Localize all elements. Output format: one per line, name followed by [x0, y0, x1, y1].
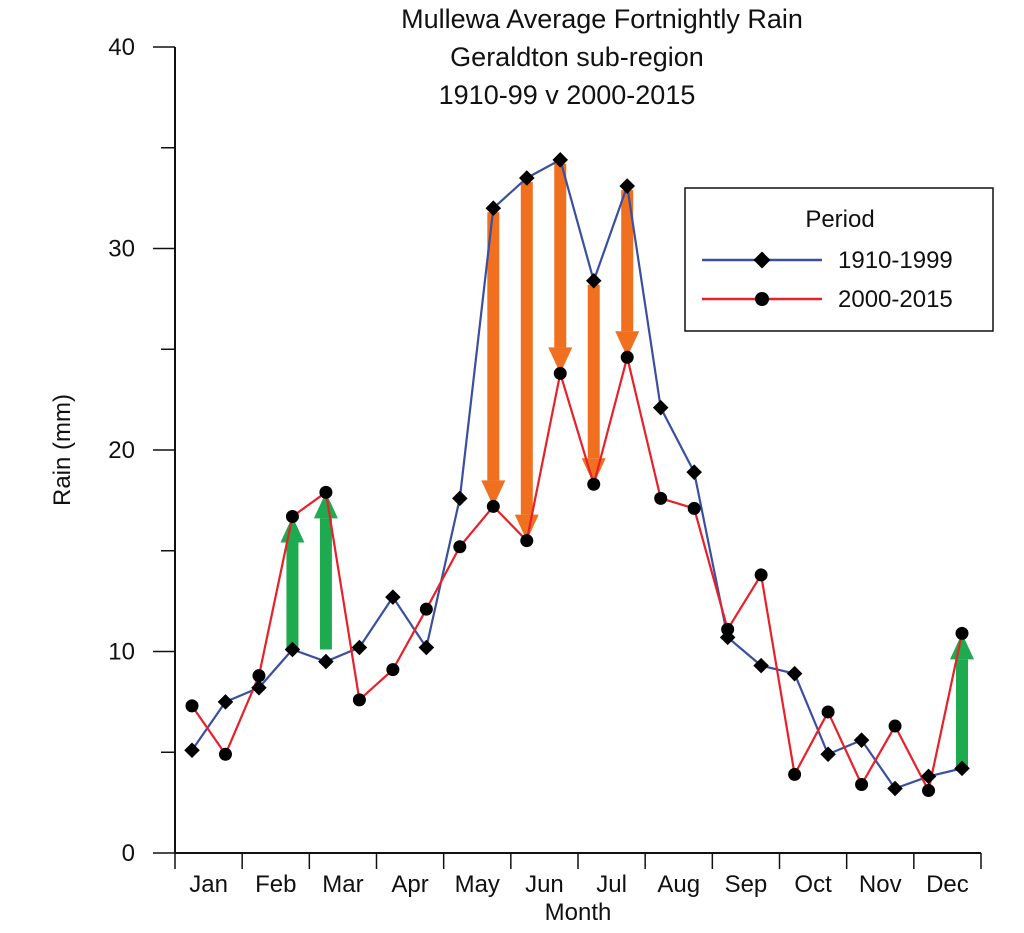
y-axis-label: Rain (mm) [49, 394, 76, 506]
change-arrow-down [615, 190, 640, 358]
x-tick-label-oct: Oct [794, 871, 832, 898]
arrow-head [313, 492, 338, 519]
y-tick-label: 40 [108, 34, 135, 61]
data-point-2000-2015 [888, 719, 902, 733]
legend-title: Period [805, 206, 874, 233]
arrow-head [280, 516, 305, 543]
data-point-1910-1999 [853, 732, 870, 748]
data-point-2000-2015 [520, 534, 534, 548]
change-arrow-down [514, 182, 539, 541]
x-tick-label-jun: Jun [525, 871, 564, 898]
data-point-2000-2015 [386, 663, 400, 677]
arrow-head [548, 347, 573, 374]
chart-title-line-3: 1910-99 v 2000-2015 [439, 80, 696, 110]
arrow-shaft [621, 190, 634, 332]
data-point-2000-2015 [721, 622, 735, 636]
change-arrow-down [548, 163, 573, 374]
chart-title-line-1: Mullewa Average Fortnightly Rain [401, 4, 803, 34]
data-point-1910-1999 [954, 760, 970, 777]
data-point-1910-1999 [619, 178, 635, 194]
x-tick-label-feb: Feb [255, 871, 296, 898]
x-tick-label-dec: Dec [926, 871, 969, 898]
x-tick-label-nov: Nov [859, 871, 902, 898]
data-point-1910-1999 [385, 589, 401, 605]
data-point-2000-2015 [687, 501, 701, 515]
change-arrow-down [481, 212, 506, 507]
data-point-2000-2015 [788, 767, 802, 781]
arrow-shaft [319, 518, 332, 650]
series-line-2000-2015 [191, 356, 964, 792]
arrow-head [514, 514, 539, 541]
x-tick-label-jul: Jul [596, 871, 627, 898]
x-tick-label-sep: Sep [725, 871, 768, 898]
data-point-1910-1999 [652, 399, 669, 416]
arrow-head [615, 331, 640, 358]
y-tick-label: 10 [108, 639, 135, 666]
data-point-2000-2015 [319, 485, 333, 499]
change-arrow-up [280, 516, 305, 650]
data-point-2000-2015 [587, 477, 601, 491]
change-arrow-up [950, 633, 974, 769]
legend: Period 1910-1999 2000-2015 [684, 187, 994, 332]
y-tick-label: 30 [108, 236, 135, 263]
change-arrow-up [313, 492, 338, 650]
y-tick-label: 20 [108, 437, 135, 464]
legend-marker-circle [755, 292, 769, 306]
data-point-2000-2015 [285, 509, 299, 523]
data-point-1910-1999 [485, 200, 502, 216]
data-point-1910-1999 [184, 742, 200, 759]
data-point-1910-1999 [820, 746, 836, 763]
data-point-2000-2015 [218, 747, 232, 761]
data-point-2000-2015 [185, 699, 199, 713]
data-point-2000-2015 [553, 366, 567, 380]
arrow-shaft [286, 542, 299, 650]
legend-marker-diamond [753, 251, 771, 269]
arrow-shaft [520, 182, 533, 515]
data-point-2000-2015 [486, 499, 500, 513]
data-point-2000-2015 [620, 350, 634, 364]
data-point-1910-1999 [753, 657, 769, 674]
data-point-2000-2015 [855, 777, 869, 791]
axes: 0 10 20 30 40 Jan Feb Mar Apr May Jun Jul Aug Sep Oct N… [108, 34, 982, 898]
data-point-2000-2015 [453, 540, 467, 554]
x-tick-label-jan: Jan [189, 871, 228, 898]
chart-title-line-2: Geraldton sub-region [450, 42, 704, 72]
data-point-1910-1999 [519, 170, 535, 186]
data-point-1910-1999 [351, 639, 368, 656]
x-tick-label-aug: Aug [657, 871, 700, 898]
arrow-shaft [554, 163, 567, 348]
data-point-2000-2015 [352, 693, 366, 707]
arrow-shaft [487, 212, 500, 481]
data-point-1910-1999 [887, 780, 903, 797]
data-point-1910-1999 [920, 768, 937, 785]
data-point-1910-1999 [318, 653, 334, 670]
y-tick-label: 0 [122, 840, 135, 867]
x-tick-label-may: May [455, 871, 500, 898]
data-point-2000-2015 [821, 705, 835, 719]
x-tick-label-apr: Apr [391, 871, 428, 898]
data-point-1910-1999 [452, 490, 468, 507]
data-point-2000-2015 [252, 669, 266, 683]
data-point-2000-2015 [955, 626, 969, 640]
legend-label-1910-1999: 1910-1999 [838, 247, 953, 274]
data-point-1910-1999 [217, 694, 234, 710]
x-tick-label-mar: Mar [322, 871, 363, 898]
data-point-1910-1999 [786, 665, 803, 682]
arrow-head [950, 633, 974, 660]
arrow-head [481, 480, 506, 507]
change-arrows [280, 163, 974, 769]
x-axis-label: Month [545, 899, 612, 926]
data-point-1910-1999 [552, 152, 569, 168]
arrow-shaft [956, 659, 968, 769]
data-point-2000-2015 [419, 602, 433, 616]
data-point-2000-2015 [654, 491, 668, 505]
legend-label-2000-2015: 2000-2015 [838, 286, 953, 313]
data-point-1910-1999 [686, 464, 702, 480]
data-point-2000-2015 [754, 568, 768, 582]
arrow-shaft [587, 284, 600, 459]
data-point-1910-1999 [418, 639, 435, 656]
data-point-2000-2015 [922, 784, 936, 798]
